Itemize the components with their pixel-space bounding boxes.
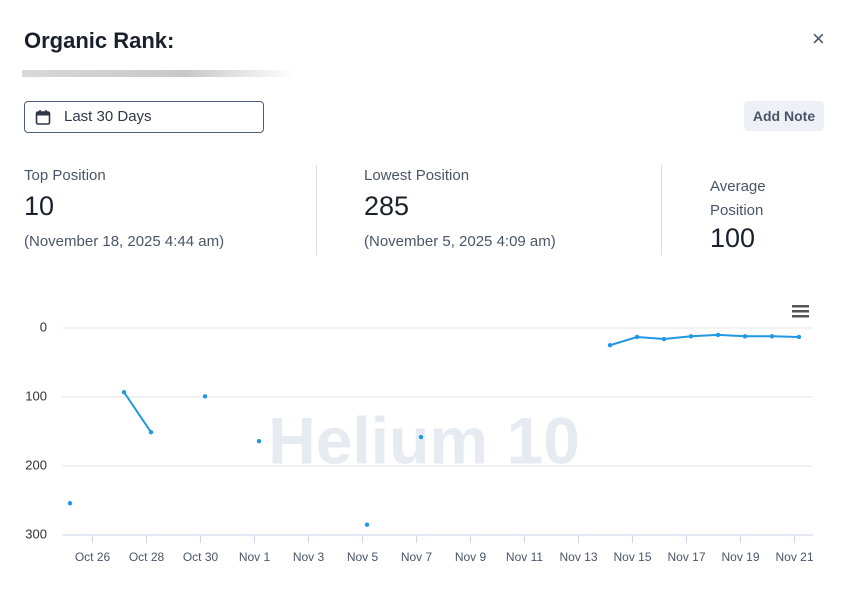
point [796, 334, 802, 340]
point [634, 334, 640, 340]
stat-value: 100 [710, 223, 756, 253]
calendar-icon [35, 110, 51, 125]
x-tick-label: Nov 3 [293, 550, 325, 564]
stat-value: 285 [364, 191, 410, 221]
redacted-bar [22, 70, 295, 77]
stat-date: (November 5, 2025 4:09 am) [364, 233, 556, 250]
x-tick-label: Nov 17 [667, 550, 705, 564]
chart: Helium 10 0 100 200 300 Oct 26 Oct 28 Oct 30 No… [25, 305, 814, 564]
title: Organic Rank: [24, 28, 175, 53]
menu-icon[interactable] [792, 305, 809, 318]
point [148, 429, 154, 435]
y-tick-label: 100 [25, 388, 47, 403]
point [769, 334, 775, 339]
point [688, 334, 694, 339]
point [742, 334, 748, 339]
stat-value: 10 [24, 191, 55, 221]
line [123, 333, 800, 433]
point [121, 389, 127, 395]
y-tick-label: 0 [40, 319, 47, 334]
point [607, 343, 613, 348]
stat-date: (November 18, 2025 4:44 am) [24, 233, 225, 250]
point [67, 501, 73, 506]
point [715, 332, 721, 338]
x-tick-label: Oct 30 [183, 550, 219, 564]
x-tick-label: Nov 19 [721, 550, 759, 564]
close-button[interactable]: × [812, 26, 825, 51]
x-tick-label: Oct 28 [129, 550, 165, 564]
date-picker[interactable]: Last 30 Days [24, 101, 264, 133]
x-tick-label: Nov 15 [613, 550, 651, 564]
stat-label: Average Position [710, 178, 766, 219]
point [256, 438, 262, 444]
stat-label: Lowest Position [364, 167, 470, 184]
point [364, 522, 370, 527]
stat-label: Top Position [24, 167, 106, 184]
x-tick-label: Nov 1 [239, 550, 271, 564]
x-tick-label: Oct 26 [75, 550, 111, 564]
x-tick-label: Nov 7 [401, 550, 433, 564]
divider [316, 165, 317, 255]
x-tick-label: Nov 13 [559, 550, 597, 564]
date-range: Last 30 Days [64, 108, 152, 125]
x-tick-label: Nov 5 [347, 550, 379, 564]
point [418, 434, 424, 440]
divider [661, 165, 662, 255]
x-tick-label: Nov 21 [775, 550, 813, 564]
point [661, 336, 667, 342]
y-tick-label: 300 [25, 526, 47, 541]
x-tick-label: Nov 11 [506, 550, 543, 564]
point [202, 394, 208, 399]
add-note-button[interactable]: Add Note [744, 101, 824, 131]
watermark: Helium 10 [268, 403, 580, 477]
y-tick-label: 200 [25, 457, 47, 472]
x-tick-label: Nov 9 [455, 550, 487, 564]
